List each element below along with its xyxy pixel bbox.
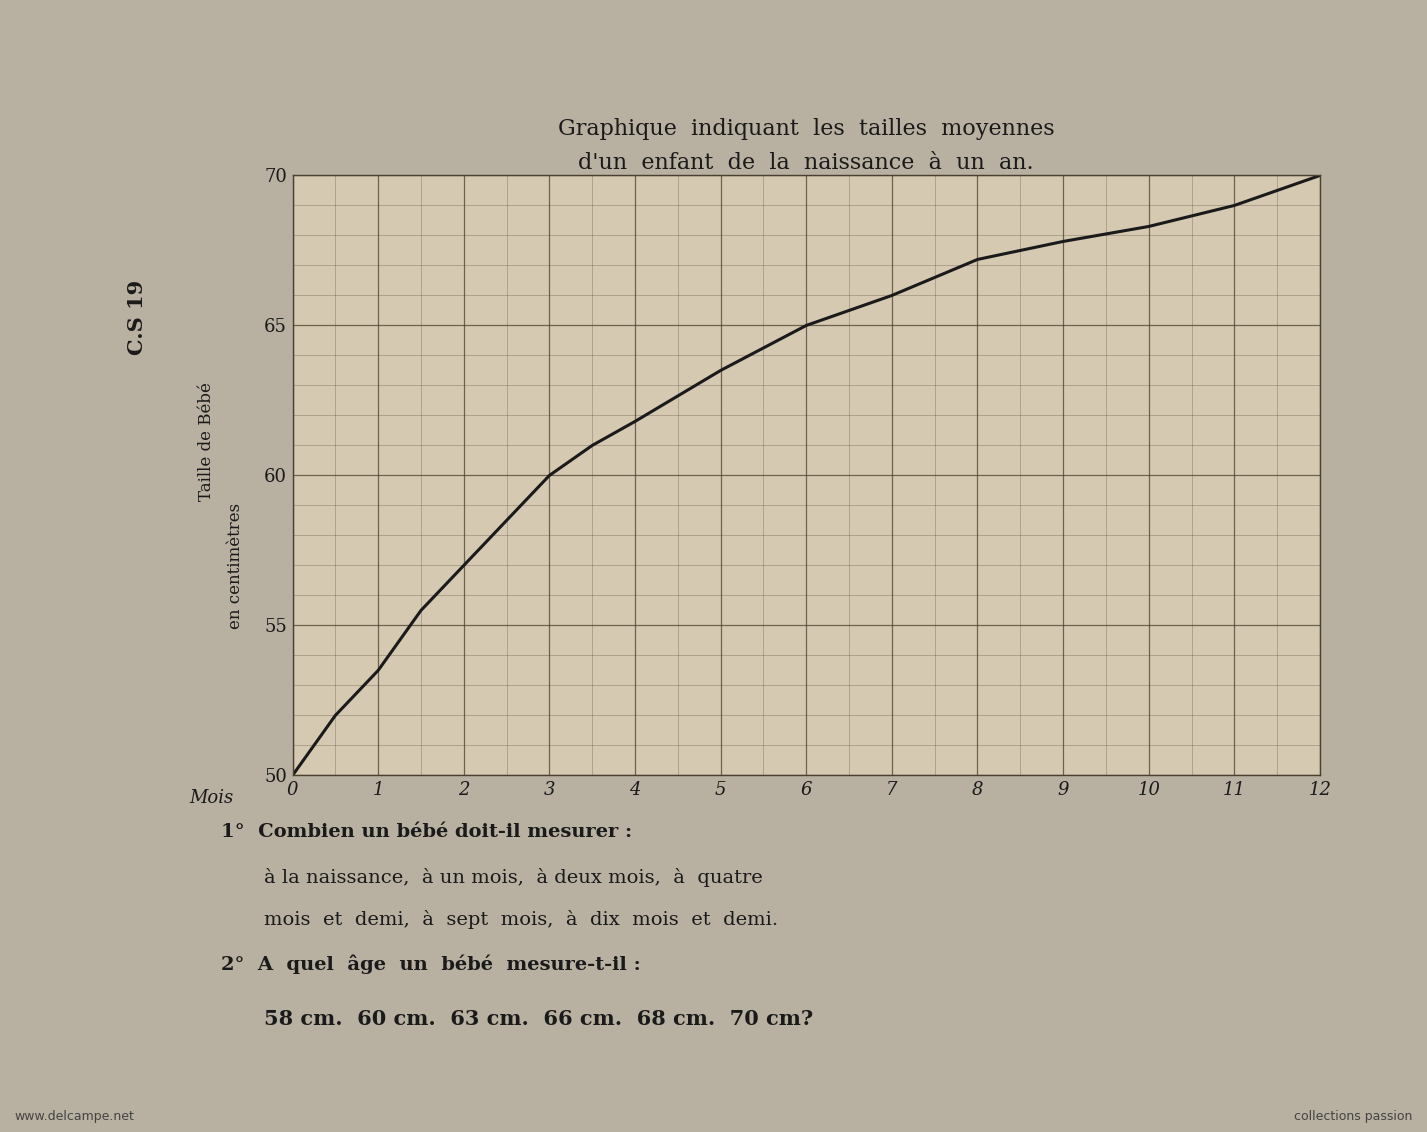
Text: Graphique  indiquant  les  tailles  moyennes: Graphique indiquant les tailles moyennes	[558, 118, 1055, 140]
Text: collections passion: collections passion	[1294, 1110, 1413, 1123]
Text: 1°  Combien un bébé doit-il mesurer :: 1° Combien un bébé doit-il mesurer :	[221, 823, 632, 841]
Text: 2°  A  quel  âge  un  bébé  mesure-t-il :: 2° A quel âge un bébé mesure-t-il :	[221, 954, 641, 975]
Text: mois  et  demi,  à  sept  mois,  à  dix  mois  et  demi.: mois et demi, à sept mois, à dix mois et…	[264, 910, 778, 928]
Text: à la naissance,  à un mois,  à deux mois,  à  quatre: à la naissance, à un mois, à deux mois, …	[264, 868, 763, 886]
Text: C.S 19: C.S 19	[127, 280, 147, 354]
Text: d'un  enfant  de  la  naissance  à  un  an.: d'un enfant de la naissance à un an.	[578, 152, 1035, 174]
Text: Taille de Bébé: Taille de Bébé	[198, 381, 215, 501]
Text: 58 cm.  60 cm.  63 cm.  66 cm.  68 cm.  70 cm?: 58 cm. 60 cm. 63 cm. 66 cm. 68 cm. 70 cm…	[264, 1009, 813, 1029]
Text: Mois: Mois	[188, 789, 234, 807]
Text: en centimètres: en centimètres	[227, 503, 244, 629]
Text: www.delcampe.net: www.delcampe.net	[14, 1110, 134, 1123]
